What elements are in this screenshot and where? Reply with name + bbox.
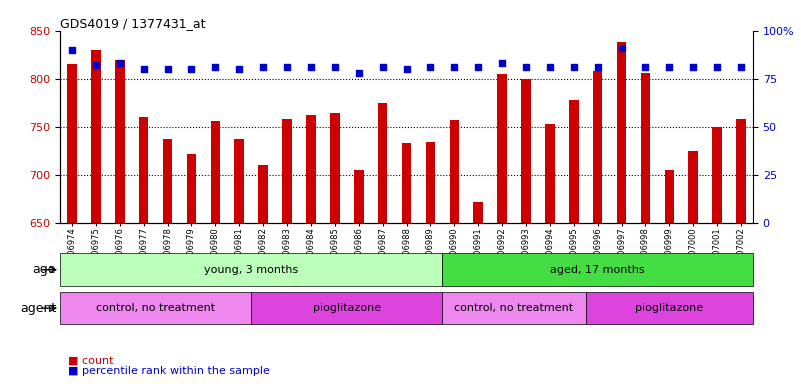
Bar: [665, 170, 674, 223]
Bar: [330, 113, 340, 223]
Text: pioglitazone: pioglitazone: [312, 303, 380, 313]
Text: young, 3 months: young, 3 months: [204, 265, 298, 275]
Bar: [688, 151, 698, 223]
Point: [520, 64, 533, 70]
Bar: [306, 115, 316, 223]
Point: [233, 66, 246, 72]
Point: [352, 70, 365, 76]
Text: ■ count: ■ count: [68, 356, 114, 366]
Point: [114, 60, 127, 66]
Point: [66, 47, 78, 53]
Text: pioglitazone: pioglitazone: [635, 303, 703, 313]
Bar: [425, 142, 435, 223]
Bar: [617, 42, 626, 223]
Bar: [641, 73, 650, 223]
Point: [304, 64, 317, 70]
Bar: [569, 100, 578, 223]
Point: [710, 64, 723, 70]
Point: [735, 64, 747, 70]
Point: [543, 64, 556, 70]
Bar: [736, 119, 746, 223]
Point: [137, 66, 150, 72]
Bar: [593, 71, 602, 223]
Point: [161, 66, 174, 72]
Bar: [60, 292, 252, 324]
Bar: [402, 143, 411, 223]
Point: [280, 64, 293, 70]
Point: [663, 64, 676, 70]
Point: [686, 64, 699, 70]
Point: [496, 60, 509, 66]
Bar: [211, 121, 220, 223]
Point: [567, 64, 580, 70]
Bar: [115, 60, 125, 223]
Bar: [163, 139, 172, 223]
Text: ■ percentile rank within the sample: ■ percentile rank within the sample: [68, 366, 270, 376]
Bar: [259, 165, 268, 223]
Point: [209, 64, 222, 70]
Bar: [282, 119, 292, 223]
Bar: [139, 117, 148, 223]
Point: [185, 66, 198, 72]
Point: [472, 64, 485, 70]
Point: [90, 62, 103, 68]
Bar: [67, 65, 77, 223]
Bar: [187, 154, 196, 223]
Bar: [378, 103, 388, 223]
Bar: [586, 292, 753, 324]
Point: [639, 64, 652, 70]
Point: [257, 64, 270, 70]
Bar: [252, 292, 442, 324]
Bar: [521, 79, 531, 223]
Text: agent: agent: [20, 302, 56, 314]
Text: aged, 17 months: aged, 17 months: [550, 265, 645, 275]
Bar: [497, 74, 507, 223]
Text: age: age: [33, 263, 56, 276]
Text: GDS4019 / 1377431_at: GDS4019 / 1377431_at: [60, 17, 206, 30]
Bar: [545, 124, 554, 223]
Point: [615, 45, 628, 51]
Bar: [91, 50, 101, 223]
Point: [591, 64, 604, 70]
Bar: [354, 170, 364, 223]
Text: control, no treatment: control, no treatment: [454, 303, 574, 313]
Bar: [449, 120, 459, 223]
Text: control, no treatment: control, no treatment: [96, 303, 215, 313]
Bar: [442, 292, 586, 324]
Bar: [442, 253, 753, 286]
Bar: [473, 202, 483, 223]
Bar: [712, 127, 722, 223]
Bar: [60, 253, 442, 286]
Point: [400, 66, 413, 72]
Bar: [235, 139, 244, 223]
Point: [448, 64, 461, 70]
Point: [424, 64, 437, 70]
Point: [376, 64, 389, 70]
Point: [328, 64, 341, 70]
